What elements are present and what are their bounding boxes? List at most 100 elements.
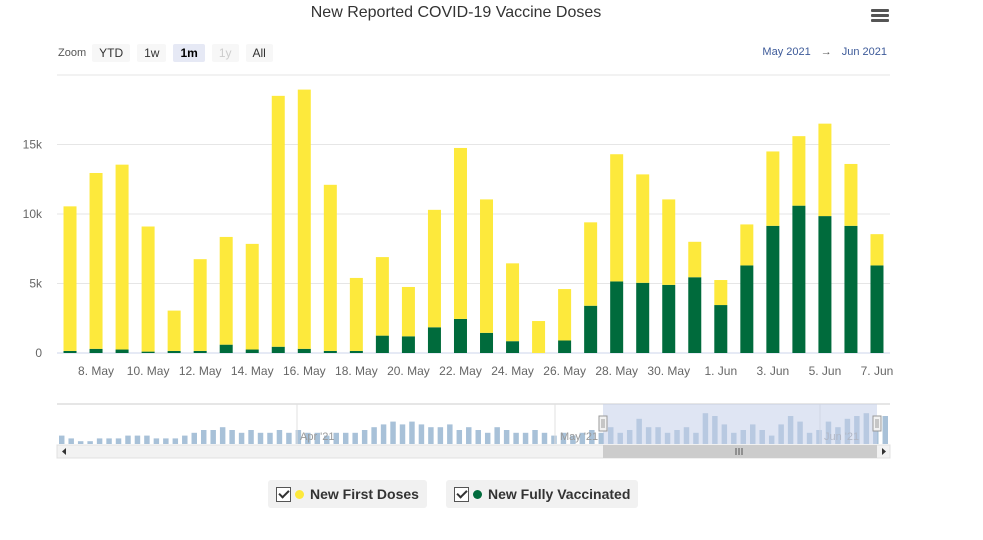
navigator-bar: [59, 435, 65, 444]
bar-fully-vaccinated: [610, 281, 624, 353]
bar-first-doses: [844, 163, 858, 226]
navigator-bar: [134, 435, 141, 444]
bar-fully-vaccinated: [818, 216, 832, 353]
bar-first-doses: [167, 310, 181, 351]
navigator-bar: [314, 432, 321, 444]
navigator-bar: [456, 430, 463, 444]
navigator-bar: [163, 438, 169, 444]
navigator-bar: [106, 438, 112, 444]
navigator-bar: [238, 432, 245, 444]
zoom-1y-button: 1y: [211, 44, 239, 62]
bar-first-doses: [532, 321, 546, 353]
bar-fully-vaccinated: [167, 350, 181, 353]
zoom-ytd-button[interactable]: YTD: [92, 44, 131, 62]
bar-fully-vaccinated: [584, 305, 598, 353]
zoom-1m-button[interactable]: 1m: [173, 44, 205, 62]
bar-fully-vaccinated: [558, 340, 572, 353]
navigator-bar: [380, 424, 387, 444]
navigator-bar: [305, 432, 311, 444]
x-tick-label: 30. May: [647, 364, 690, 378]
x-tick-label: 14. May: [231, 364, 274, 378]
bar-fully-vaccinated: [219, 344, 233, 353]
bar-first-doses: [818, 123, 832, 217]
navigator-bar: [219, 427, 226, 444]
navigator-label: May '21: [560, 431, 598, 443]
range-to[interactable]: Jun 2021: [841, 46, 887, 58]
chart-title: New Reported COVID-19 Vaccine Doses: [310, 4, 602, 21]
bar-first-doses: [323, 184, 337, 351]
x-tick-label: 8. May: [78, 364, 114, 378]
x-tick-label: 12. May: [179, 364, 222, 378]
x-tick-label: 20. May: [387, 364, 430, 378]
zoom-all-button[interactable]: All: [245, 44, 273, 62]
navigator-bar: [96, 438, 103, 444]
bar-first-doses: [401, 286, 415, 337]
bar-fully-vaccinated: [349, 350, 363, 353]
y-tick-label: 10k: [23, 207, 43, 221]
bar-fully-vaccinated: [688, 277, 702, 353]
bar-fully-vaccinated: [271, 346, 285, 353]
checkbox-icon[interactable]: [454, 486, 469, 502]
navigator-bar: [541, 432, 548, 444]
bar-fully-vaccinated: [63, 350, 77, 353]
bar-first-doses: [115, 164, 129, 350]
legend-item-fully-vaccinated[interactable]: New Fully Vaccinated: [446, 480, 639, 508]
bar-fully-vaccinated: [115, 349, 129, 353]
navigator-bar: [286, 432, 292, 444]
navigator-bar: [352, 432, 358, 444]
bar-first-doses: [688, 241, 702, 278]
navigator-bar: [87, 441, 93, 444]
navigator-bar: [276, 430, 283, 444]
zoom-label: Zoom: [58, 47, 87, 59]
navigator-bar: [494, 427, 500, 444]
bar-fully-vaccinated: [740, 265, 754, 353]
navigator-bar: [437, 427, 444, 444]
bar-fully-vaccinated: [297, 348, 311, 353]
y-tick-label: 5k: [29, 277, 43, 291]
bar-first-doses: [219, 236, 233, 345]
navigator-bar: [342, 432, 349, 444]
bar-fully-vaccinated: [245, 349, 259, 353]
navigator-bar: [267, 432, 273, 444]
hamburger-menu-icon[interactable]: [871, 9, 889, 23]
bar-first-doses: [245, 243, 259, 350]
navigator-bar: [153, 438, 160, 444]
bar-first-doses: [740, 224, 754, 266]
bar-first-doses: [375, 257, 389, 336]
scroll-right-arrow-icon[interactable]: [882, 448, 886, 455]
navigator-handle[interactable]: [598, 415, 608, 432]
bar-fully-vaccinated: [792, 205, 806, 353]
date-range: May 2021 → Jun 2021: [762, 46, 887, 58]
navigator-bar: [115, 438, 122, 444]
bar-fully-vaccinated: [193, 350, 207, 353]
scrollbar-thumb[interactable]: [603, 445, 877, 458]
bar-fully-vaccinated: [453, 318, 467, 353]
navigator-bar: [371, 427, 377, 444]
navigator-bar: [200, 430, 207, 444]
bar-fully-vaccinated: [141, 351, 155, 353]
range-from[interactable]: May 2021: [762, 46, 811, 58]
bar-first-doses: [480, 199, 494, 333]
bar-fully-vaccinated: [323, 350, 337, 353]
navigator-handle[interactable]: [872, 415, 882, 432]
x-tick-label: 1. Jun: [704, 364, 737, 378]
bar-first-doses: [297, 89, 311, 349]
scroll-left-arrow-icon[interactable]: [62, 448, 66, 455]
navigator-bar: [428, 427, 434, 444]
legend-label: New Fully Vaccinated: [488, 486, 631, 502]
bar-fully-vaccinated: [636, 282, 650, 353]
range-arrow-icon: →: [820, 46, 832, 58]
navigator-bar: [361, 430, 368, 444]
bar-fully-vaccinated: [870, 265, 884, 353]
navigator-bar: [248, 430, 254, 444]
zoom-1w-button[interactable]: 1w: [137, 44, 167, 62]
navigator-bar: [77, 441, 84, 444]
checkbox-icon[interactable]: [276, 486, 291, 502]
y-tick-label: 15k: [23, 138, 43, 152]
navigator-bar: [475, 430, 481, 444]
navigator-bar: [882, 416, 888, 444]
navigator-bar: [125, 435, 131, 444]
navigator-bar: [390, 421, 396, 444]
legend-item-first-doses[interactable]: New First Doses: [268, 480, 427, 508]
navigator-bar: [513, 432, 519, 444]
